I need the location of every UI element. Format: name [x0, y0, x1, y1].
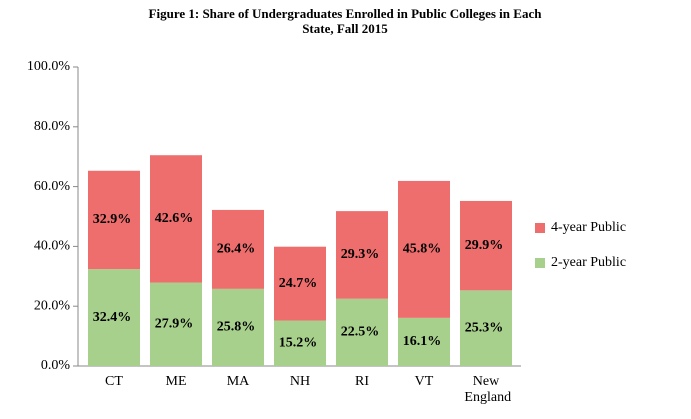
bar-segment [88, 170, 140, 270]
x-tick-label: ME [166, 374, 187, 389]
x-tick-label: VT [415, 374, 434, 389]
x-tick-label: CT [105, 374, 123, 389]
bar-segment [398, 180, 450, 318]
y-tick-label: 60.0% [34, 179, 71, 194]
bar-segment [150, 155, 202, 283]
bar-segment [212, 288, 264, 366]
bar-segment [274, 320, 326, 366]
value-label: 29.9% [465, 238, 504, 253]
value-label: 25.3% [465, 320, 504, 335]
legend-label: 4-year Public [551, 220, 626, 235]
value-label: 16.1% [403, 334, 442, 349]
y-tick-label: 20.0% [34, 298, 71, 313]
value-label: 32.4% [93, 310, 132, 325]
bar-segment [150, 282, 202, 366]
value-label: 32.9% [93, 212, 132, 227]
value-label: 25.8% [217, 320, 256, 335]
value-label: 24.7% [279, 276, 318, 291]
bar-segment [398, 317, 450, 366]
legend-swatch [535, 258, 545, 268]
value-label: 29.3% [341, 247, 380, 262]
x-tick-label: NH [290, 374, 310, 389]
x-tick-label: New England [461, 374, 511, 405]
legend-label: 2-year Public [551, 255, 626, 270]
bar-segment [336, 298, 388, 366]
value-label: 15.2% [279, 335, 318, 350]
value-label: 22.5% [341, 325, 380, 340]
bar-segment [274, 246, 326, 321]
value-label: 27.9% [155, 317, 194, 332]
value-label: 45.8% [403, 242, 442, 257]
legend-swatch [535, 223, 545, 233]
x-tick-label: RI [355, 374, 369, 389]
y-tick-label: 80.0% [34, 119, 71, 134]
bar-segment [336, 211, 388, 299]
x-tick-label: MA [227, 374, 250, 389]
bar-segment [212, 209, 264, 289]
y-tick-label: 0.0% [41, 358, 71, 373]
value-label: 42.6% [155, 211, 194, 226]
bar-segment [88, 269, 140, 366]
value-label: 26.4% [217, 242, 256, 257]
chart-title: Figure 1: Share of Undergraduates Enroll… [148, 6, 542, 36]
y-tick-label: 40.0% [34, 239, 71, 254]
bar-segment [460, 200, 512, 291]
bar-segment [460, 290, 512, 366]
y-tick-label: 100.0% [27, 59, 71, 74]
